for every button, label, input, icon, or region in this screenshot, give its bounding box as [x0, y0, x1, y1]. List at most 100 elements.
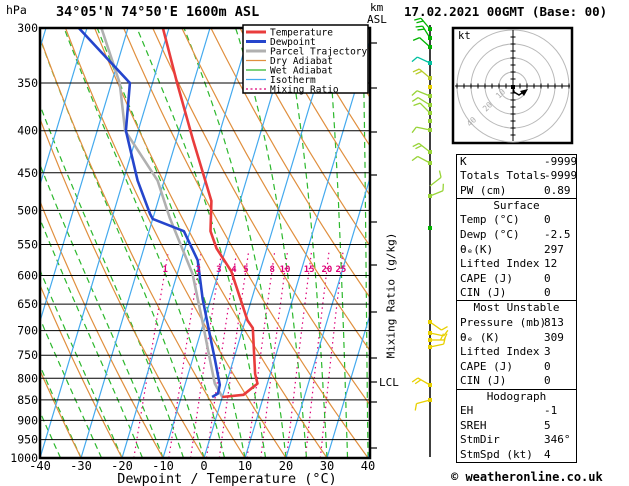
station-title: 34°05'N 74°50'E 1600m ASL — [56, 4, 260, 20]
wind-barb — [411, 377, 432, 387]
table-row: Dewp (°C) -2.5 — [457, 228, 576, 243]
altitude-axis-unit-km: km — [370, 1, 384, 14]
row-label: Temp (°C) — [460, 213, 520, 227]
row-label: Totals Totals — [460, 169, 547, 183]
pressure-tick-label: 500 — [17, 203, 38, 217]
mixing-ratio-line — [285, 250, 313, 458]
pressure-tick-label: 400 — [17, 124, 38, 138]
wind-barbs-group — [411, 17, 449, 457]
row-label: θₑ (K) — [460, 330, 500, 344]
wind-barb — [411, 56, 432, 65]
pressure-tick-label: 450 — [17, 166, 38, 180]
temperature-tick-label: -10 — [152, 459, 174, 473]
mixing-ratio-label: 2 — [196, 265, 201, 275]
parcel-trajectory-curve — [100, 28, 224, 398]
mixing-ratio-labels-group: 1 2 3 4 5 8 10 15 20 25 — [163, 265, 347, 275]
isotherms-group — [40, 28, 370, 458]
pressure-axis-unit: hPa — [6, 3, 27, 17]
temperature-tick-label: 0 — [200, 459, 207, 473]
row-value: 813 — [544, 316, 564, 330]
table-row: Totals Totals -9999 — [457, 169, 578, 184]
legend-label: Temperature — [270, 28, 333, 39]
temperature-tick-label: 30 — [320, 459, 334, 473]
row-value: 309 — [544, 330, 564, 344]
pressure-tick-label: 650 — [17, 297, 38, 311]
table-row: SREH 5 — [457, 419, 576, 434]
row-label: CAPE (J) — [460, 359, 513, 373]
row-label: Dewp (°C) — [460, 227, 520, 241]
mixing-ratio-label: 10 — [280, 265, 291, 275]
isotherm-line — [40, 28, 129, 324]
table-row: Temp (°C) 0 — [457, 213, 576, 228]
legend-label: Wet Adiabat — [270, 66, 333, 77]
pressure-tick-label: 850 — [17, 393, 38, 407]
legend-box — [242, 24, 369, 94]
table-section-hodograph: Hodograph EH -1 SREH 5 StmDir 346° StmSpd (kt) 4 — [456, 388, 577, 464]
isotherm-line — [121, 28, 252, 458]
wind-barb — [411, 97, 432, 107]
legend-label: Isotherm — [270, 75, 316, 86]
table-row: CIN (J) 0 — [457, 374, 576, 389]
legend-label: Mixing Ratio — [270, 85, 339, 96]
row-value: 0 — [544, 286, 551, 300]
temperature-tick-label: -20 — [111, 459, 133, 473]
wind-barb — [429, 170, 442, 187]
plot-border — [38, 26, 372, 460]
wind-barb — [428, 85, 432, 89]
hodograph-ticks — [456, 36, 570, 136]
isotherm-line — [326, 312, 370, 458]
wind-barb — [412, 68, 432, 80]
mixing-ratio-label: 1 — [163, 265, 168, 275]
hodograph-unit-label: kt — [458, 30, 471, 42]
row-label: PW (cm) — [460, 183, 507, 197]
mixing-ratio-label: 15 — [304, 265, 315, 275]
wind-barb — [428, 329, 449, 337]
isotherm-line — [80, 28, 211, 458]
row-label: Lifted Index — [460, 257, 540, 271]
dewpoint-curve — [77, 28, 222, 399]
table-row: Pressure (mb) 813 — [457, 316, 576, 331]
row-label: CAPE (J) — [460, 271, 513, 285]
wind-barb — [428, 183, 444, 198]
row-label: CIN (J) — [460, 374, 507, 388]
wind-barb — [411, 126, 432, 134]
table-row: PW (cm) 0.89 — [457, 184, 576, 199]
isotherm-line — [285, 175, 370, 458]
wind-barb — [414, 398, 432, 411]
pressure-tick-label: 950 — [17, 433, 38, 447]
table-row: CAPE (J) 0 — [457, 272, 576, 287]
wind-barb — [412, 37, 432, 49]
row-value: -9999 — [544, 169, 578, 183]
table-section-indices: K -9999 Totals Totals -9999 PW (cm) 0.89 — [456, 153, 578, 200]
table-row: StmDir 346° — [457, 433, 576, 448]
mixing-ratio-line — [260, 250, 289, 458]
table-row: Lifted Index 3 — [457, 345, 576, 360]
wind-barb — [428, 119, 432, 123]
pressure-tick-label: 550 — [17, 237, 38, 251]
temperature-tick-labels: -40 -30 -20 -10 0 10 20 30 40 — [29, 459, 375, 473]
isotherm-line — [244, 39, 370, 458]
row-label: K — [460, 154, 467, 168]
temperature-tick-label: -40 — [29, 459, 51, 473]
table-row: CAPE (J) 0 — [457, 360, 576, 375]
row-label: Pressure (mb) — [460, 316, 547, 330]
wind-barb — [411, 90, 432, 98]
temperature-tick-label: -30 — [70, 459, 92, 473]
wind-barb — [411, 155, 432, 165]
row-label: StmSpd (kt) — [460, 447, 533, 461]
row-value: 346° — [544, 433, 571, 447]
isotherm-line — [162, 28, 293, 458]
table-row: Lifted Index 12 — [457, 257, 576, 272]
run-date: 17.02.2021 00GMT (Base: 00) — [404, 4, 608, 19]
row-value: 0 — [544, 271, 551, 285]
isotherm-line — [40, 28, 170, 458]
pressure-tick-label: 1000 — [10, 451, 38, 465]
mixing-ratio-label: 3 — [216, 265, 221, 275]
mixing-ratio-label: 8 — [269, 265, 274, 275]
temperature-tick-label: 40 — [361, 459, 375, 473]
pressure-tick-label: 700 — [17, 324, 38, 338]
row-value: -9999 — [544, 154, 578, 168]
